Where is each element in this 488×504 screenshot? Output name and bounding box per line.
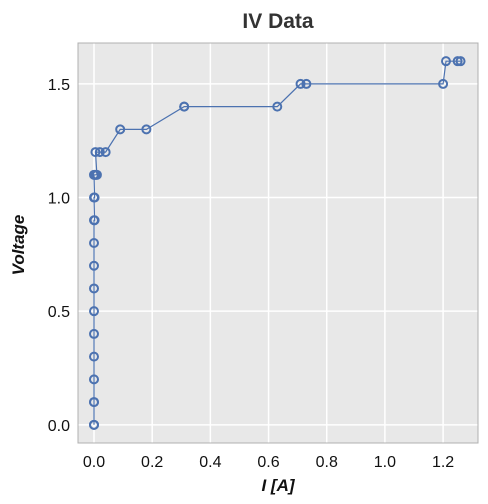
data-point <box>91 169 102 180</box>
y-tick-labels: 0.0 0.5 1.0 1.5 <box>48 77 70 435</box>
x-tick-label: 0.4 <box>199 454 221 471</box>
data-point <box>89 215 100 226</box>
series-layer <box>89 56 466 430</box>
x-tick-label: 0.2 <box>141 454 163 471</box>
y-axis-label: Voltage <box>9 215 28 276</box>
data-point <box>89 328 99 339</box>
data-point <box>89 306 99 317</box>
data-point <box>89 192 100 203</box>
data-point <box>455 56 466 67</box>
data-point <box>301 78 312 89</box>
x-tick-label: 0.0 <box>83 454 105 471</box>
data-point <box>141 124 152 135</box>
x-tick-label: 1.2 <box>432 454 454 471</box>
data-point <box>115 124 126 135</box>
x-tick-label: 1.0 <box>374 454 396 471</box>
data-point <box>100 147 111 158</box>
data-point <box>295 78 306 89</box>
data-point <box>89 374 99 385</box>
y-tick-label: 1.5 <box>48 77 70 94</box>
data-point <box>89 260 99 271</box>
data-point <box>441 56 451 67</box>
data-point <box>89 238 99 248</box>
x-tick-label: 0.8 <box>316 454 338 471</box>
data-point <box>179 101 190 112</box>
data-point <box>89 351 99 362</box>
y-tick-label: 1.0 <box>48 191 70 208</box>
x-tick-labels: 0.0 0.2 0.4 0.6 0.8 1.0 1.2 <box>83 454 454 471</box>
y-tick-label: 0.0 <box>48 418 70 435</box>
data-point <box>89 397 99 408</box>
plot-frame <box>77 42 479 444</box>
data-point <box>272 101 283 112</box>
chart-title: IV Data <box>242 10 314 33</box>
data-point <box>89 419 99 430</box>
data-point <box>89 283 99 294</box>
data-point <box>90 147 101 158</box>
data-point <box>438 78 449 89</box>
x-axis-label: I [A] <box>261 476 295 495</box>
y-tick-label: 0.5 <box>48 304 70 321</box>
data-point <box>94 147 105 158</box>
x-tick-label: 0.6 <box>257 454 279 471</box>
